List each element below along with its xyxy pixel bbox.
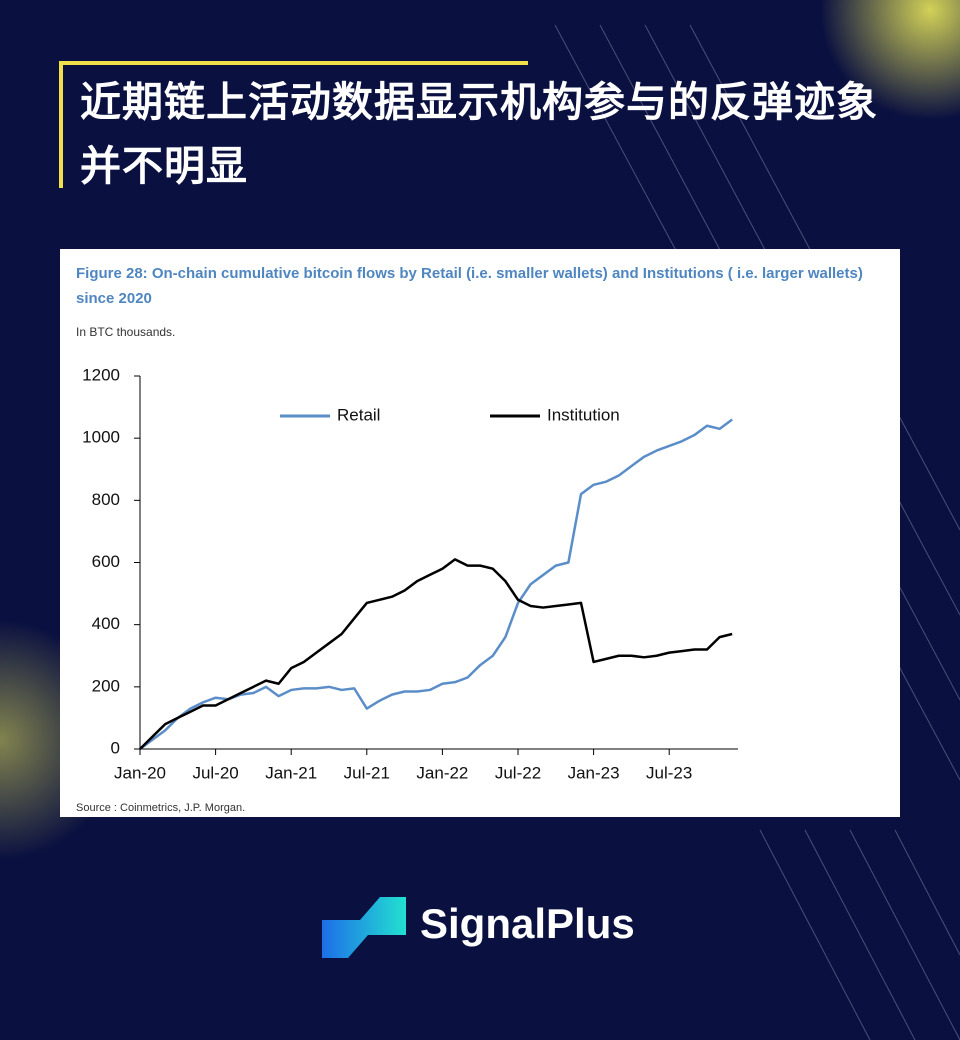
- y-tick-label: 600: [92, 552, 120, 571]
- chart-panel: Figure 28: On-chain cumulative bitcoin f…: [60, 249, 900, 817]
- x-tick-label: Jan-20: [114, 763, 166, 782]
- x-tick-label: Jan-23: [568, 763, 620, 782]
- chart: In BTC thousands. Source : Coinmetrics, …: [76, 325, 738, 814]
- glow: [820, 0, 960, 120]
- series-line: [139, 558, 733, 750]
- legend-label: Institution: [547, 405, 620, 424]
- logo: [322, 897, 406, 958]
- x-tick-label: Jul-22: [495, 763, 541, 782]
- x-tick-label: Jul-21: [344, 763, 390, 782]
- chart-source: Source : Coinmetrics, J.P. Morgan.: [76, 802, 245, 814]
- legend-label: Retail: [337, 405, 380, 424]
- y-tick-label: 800: [92, 490, 120, 509]
- chart-subtitle: In BTC thousands.: [76, 325, 175, 339]
- y-tick-label: 400: [92, 614, 120, 633]
- y-tick-label: 1200: [82, 365, 120, 384]
- brand: SignalPlus: [420, 900, 635, 947]
- y-tick-label: 200: [92, 676, 120, 695]
- y-tick-label: 0: [111, 738, 120, 757]
- x-tick-label: Jul-20: [192, 763, 238, 782]
- chart-title: Figure 28: On-chain cumulative bitcoin f…: [76, 265, 863, 307]
- x-tick-label: Jul-23: [646, 763, 692, 782]
- x-tick-label: Jan-22: [416, 763, 468, 782]
- y-tick-label: 1000: [82, 428, 120, 447]
- title-bracket: [59, 61, 528, 188]
- x-tick-label: Jan-21: [265, 763, 317, 782]
- headline: 近期链上活动数据显示机构参与的反弹迹象并不明显: [80, 79, 878, 189]
